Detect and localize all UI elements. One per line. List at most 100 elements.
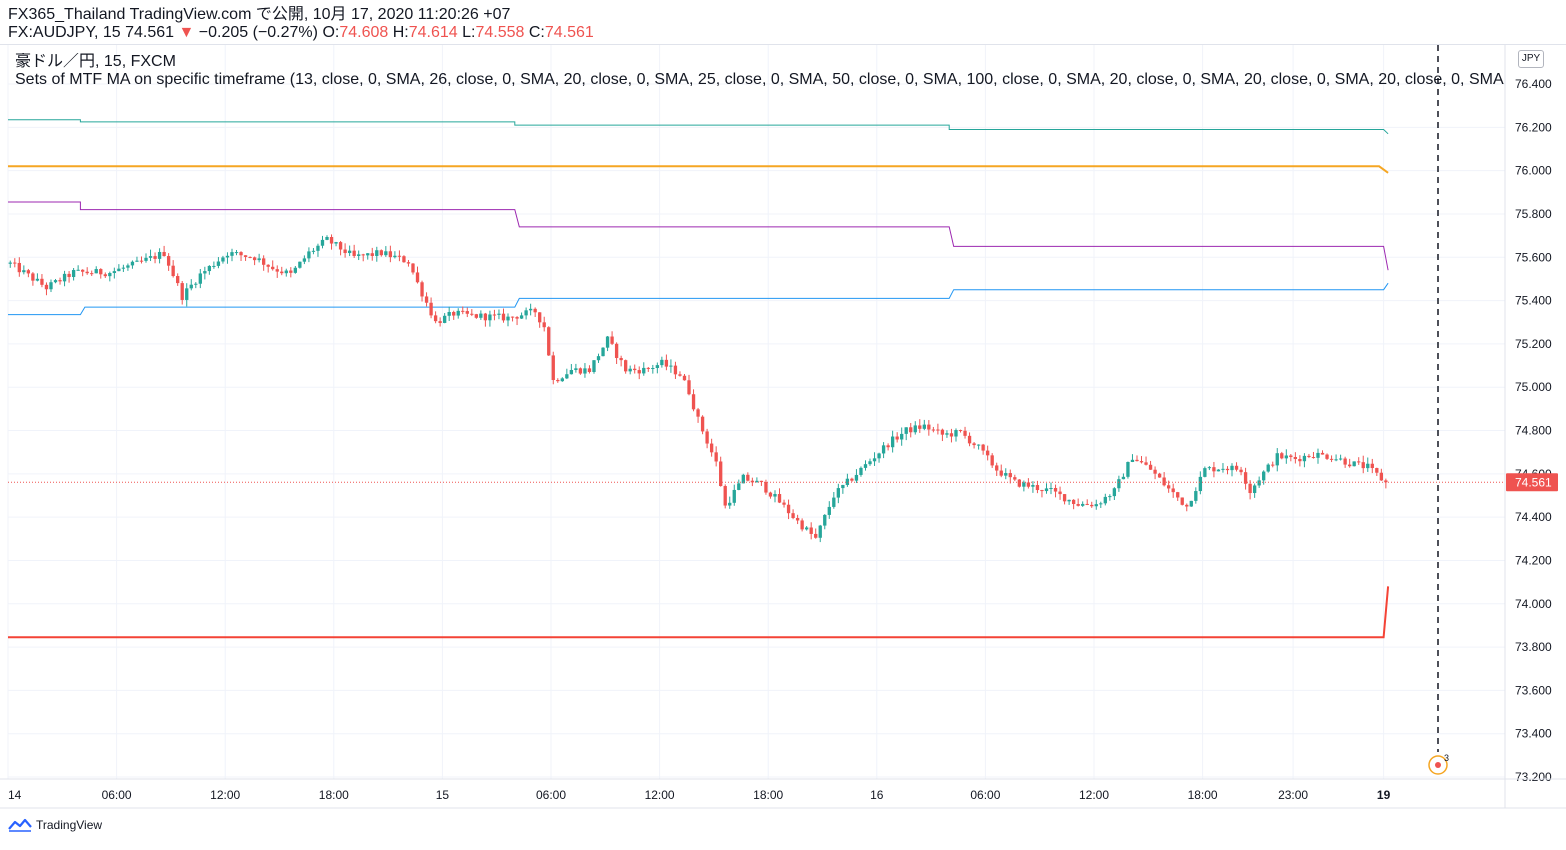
- candle-body: [773, 494, 777, 497]
- candle-body: [732, 489, 736, 503]
- candle-body: [809, 527, 813, 534]
- candle-body: [1126, 461, 1130, 477]
- candle-body: [366, 253, 370, 256]
- tradingview-logo-icon: [8, 818, 32, 832]
- candle-body: [759, 480, 764, 483]
- candle-body: [1130, 459, 1135, 462]
- candle-body: [682, 375, 687, 381]
- chart-pane[interactable]: [0, 44, 1566, 810]
- candle-body: [1176, 492, 1180, 498]
- candle-body: [1338, 458, 1343, 460]
- events-icon[interactable]: 3: [1426, 753, 1449, 775]
- candle-body: [709, 443, 714, 453]
- y-tick-label: 75.400: [1515, 294, 1552, 308]
- candle-body: [415, 272, 420, 283]
- candle-body: [280, 271, 284, 274]
- candle-body: [737, 483, 741, 490]
- candle-body: [700, 416, 705, 432]
- y-tick-label: 75.600: [1515, 250, 1552, 264]
- y-tick-label: 74.400: [1515, 510, 1552, 524]
- candle-body: [338, 242, 343, 250]
- candle-body: [497, 313, 501, 315]
- candle-body: [85, 271, 89, 274]
- candle-body: [40, 278, 44, 285]
- candle-body: [203, 271, 207, 274]
- candle-body: [664, 359, 669, 367]
- candle-body: [397, 255, 402, 257]
- candle-body: [972, 443, 976, 446]
- candle-body: [67, 273, 71, 278]
- candle-body: [1062, 494, 1067, 502]
- candle-body: [1112, 488, 1117, 497]
- y-tick-label: 73.200: [1515, 770, 1552, 784]
- candle-body: [135, 260, 139, 262]
- candle-body: [49, 282, 53, 290]
- candle-body: [262, 258, 266, 265]
- candle-body: [922, 424, 926, 429]
- candle-body: [1203, 468, 1207, 477]
- candle-body: [474, 314, 478, 318]
- candle-body: [967, 435, 972, 444]
- candle-body: [986, 450, 990, 456]
- candle-body: [1361, 462, 1365, 469]
- candle-body: [524, 310, 528, 316]
- footer-brand[interactable]: TradingView: [8, 818, 102, 832]
- x-tick-label: 14: [8, 788, 22, 802]
- candle-body: [325, 237, 329, 240]
- candle-body: [1212, 467, 1216, 472]
- candle-body: [266, 264, 270, 267]
- candle-body: [1239, 469, 1243, 473]
- candle-body: [271, 266, 275, 270]
- candle-body: [488, 314, 492, 321]
- candle-body: [1262, 471, 1266, 481]
- candle-body: [1022, 482, 1026, 487]
- candle-body: [13, 262, 17, 264]
- x-tick-label: 18:00: [753, 788, 783, 802]
- candle-body: [836, 488, 840, 498]
- candle-body: [1230, 465, 1234, 471]
- candle-body: [1099, 503, 1103, 505]
- candle-body: [447, 311, 451, 316]
- candle-body: [35, 278, 40, 281]
- candle-body: [868, 461, 872, 465]
- candle-body: [239, 252, 243, 256]
- candle-body: [909, 427, 913, 433]
- open-value: 74.608: [339, 24, 389, 41]
- candle-body: [1366, 463, 1370, 469]
- candle-body: [696, 409, 700, 417]
- candle-body: [1357, 461, 1361, 463]
- y-tick-label: 74.000: [1515, 597, 1552, 611]
- candle-body: [601, 347, 605, 357]
- candle-body: [995, 465, 999, 471]
- currency-badge[interactable]: JPY: [1518, 50, 1544, 68]
- x-tick-label: 15: [436, 788, 450, 802]
- candle-body: [827, 506, 831, 515]
- publisher-line: FX365_Thailand TradingView.com で公開, 10月 …: [8, 6, 511, 23]
- candle-body: [542, 322, 546, 328]
- candle-body: [1216, 469, 1221, 472]
- price-change: −0.205 (−0.27%): [198, 24, 318, 41]
- candle-body: [1185, 504, 1189, 507]
- candle-body: [384, 251, 388, 256]
- candle-body: [1266, 464, 1270, 472]
- candle-body: [651, 368, 655, 370]
- candle-body: [275, 269, 279, 272]
- candle-body: [818, 525, 822, 538]
- candle-body: [1031, 485, 1035, 487]
- candle-body: [646, 367, 650, 369]
- candle-body: [1157, 473, 1162, 478]
- candle-body: [791, 513, 795, 518]
- candle-body: [859, 467, 863, 475]
- candle-body: [999, 470, 1003, 476]
- candle-body: [723, 486, 727, 506]
- candle-body: [81, 269, 85, 272]
- candle-body: [528, 308, 533, 311]
- candle-body: [357, 254, 361, 256]
- candle-body: [1225, 468, 1230, 471]
- candle-body: [162, 251, 166, 257]
- candle-body: [872, 458, 877, 462]
- indicator-title[interactable]: Sets of MTF MA on specific timeframe (13…: [15, 71, 1504, 88]
- candle-body: [144, 257, 148, 261]
